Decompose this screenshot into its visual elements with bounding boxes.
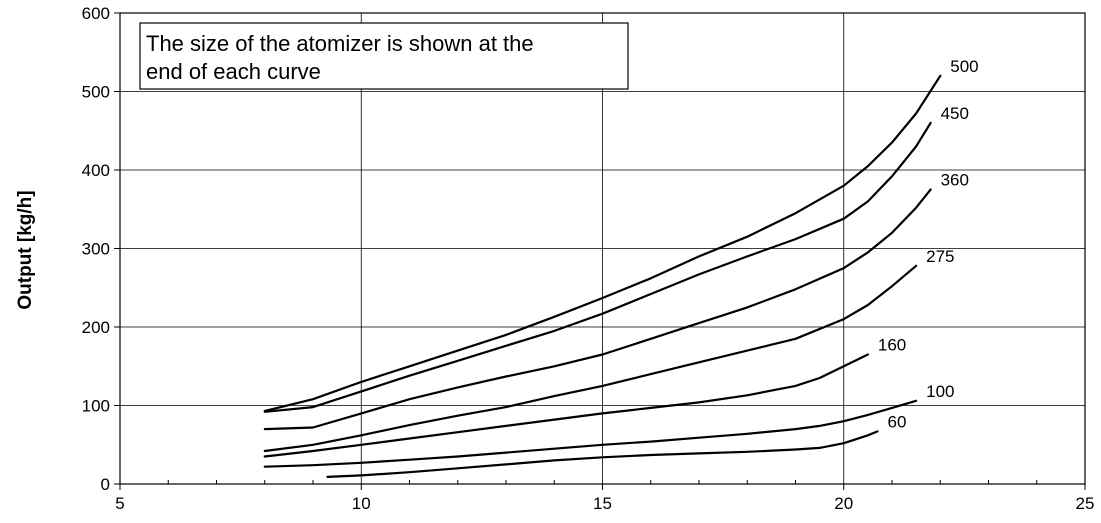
x-minor-ticks [167,480,1038,484]
y-tick-label: 300 [82,240,110,259]
series-lines [263,74,942,478]
series-line-60 [326,430,879,478]
x-tick-label: 5 [115,494,124,513]
series-line-500 [263,74,942,413]
curve-end-label-275: 275 [926,247,954,266]
plot-area-border [119,12,1086,485]
series-line-100 [263,399,918,468]
curve-end-labels: 500 450 360 275 160 100 60 [878,57,979,432]
y-axis: 0 100 200 300 400 500 600 [82,4,120,494]
y-tick-label: 600 [82,4,110,23]
series-line-450 [263,121,932,413]
y-axis-label: Output [kg/h] [15,190,36,309]
curve-end-label-360: 360 [941,171,969,190]
x-tick-label: 20 [834,494,853,513]
y-tick-label: 200 [82,318,110,337]
y-tick-label: 0 [101,475,110,494]
series-line-275 [263,264,918,453]
annotation-line-2: end of each curve [146,59,321,84]
curve-end-label-500: 500 [950,57,978,76]
y-tick-label: 100 [82,397,110,416]
x-tick-label: 25 [1076,494,1095,513]
y-tick-label: 400 [82,161,110,180]
curve-end-label-450: 450 [941,104,969,123]
y-tick-label: 500 [82,83,110,102]
x-tick-label: 10 [352,494,371,513]
annotation-box: The size of the atomizer is shown at the… [139,22,629,90]
series-line-360 [263,188,932,431]
series-line-160 [263,353,870,458]
annotation-frame [139,22,629,90]
curve-end-label-160: 160 [878,335,906,354]
x-tick-label: 15 [593,494,612,513]
x-axis: 5 10 15 20 25 [115,484,1094,513]
curve-end-label-60: 60 [888,412,907,431]
curve-end-label-100: 100 [926,382,954,401]
annotation-line-1: The size of the atomizer is shown at the [146,31,534,56]
